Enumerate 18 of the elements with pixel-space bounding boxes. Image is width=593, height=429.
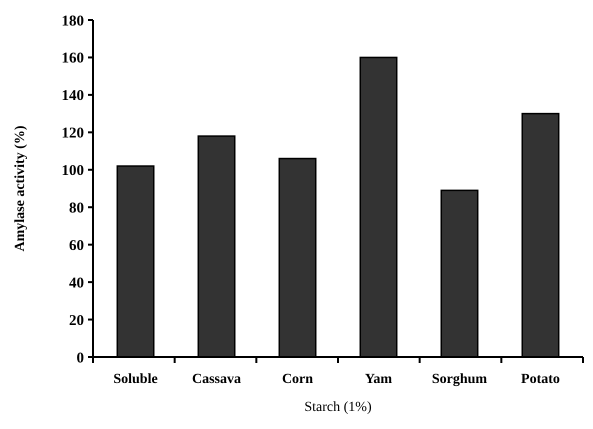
y-tick-label: 120	[62, 126, 84, 142]
x-tick-label: Sorghum	[432, 372, 488, 387]
y-tick-label: 0	[76, 350, 84, 366]
x-tick-label: Corn	[282, 372, 314, 387]
x-axis-title: Starch (1%)	[304, 400, 372, 415]
x-tick-label: Yam	[364, 372, 392, 387]
y-tick-label: 60	[69, 238, 84, 254]
y-tick-label: 80	[69, 200, 84, 216]
y-tick-label: 140	[62, 88, 84, 104]
y-tick-label: 100	[62, 163, 84, 180]
y-tick-label: 160	[62, 50, 84, 67]
y-tick-label: 20	[69, 312, 84, 329]
y-tick-label: 40	[69, 275, 84, 292]
x-tick-label: Cassava	[192, 372, 242, 387]
y-axis-title: Amylase activity (%)	[13, 125, 28, 252]
x-tick-label: Soluble	[113, 372, 158, 387]
y-tick-label: 180	[62, 13, 84, 30]
x-tick-label: Potato	[521, 372, 560, 387]
